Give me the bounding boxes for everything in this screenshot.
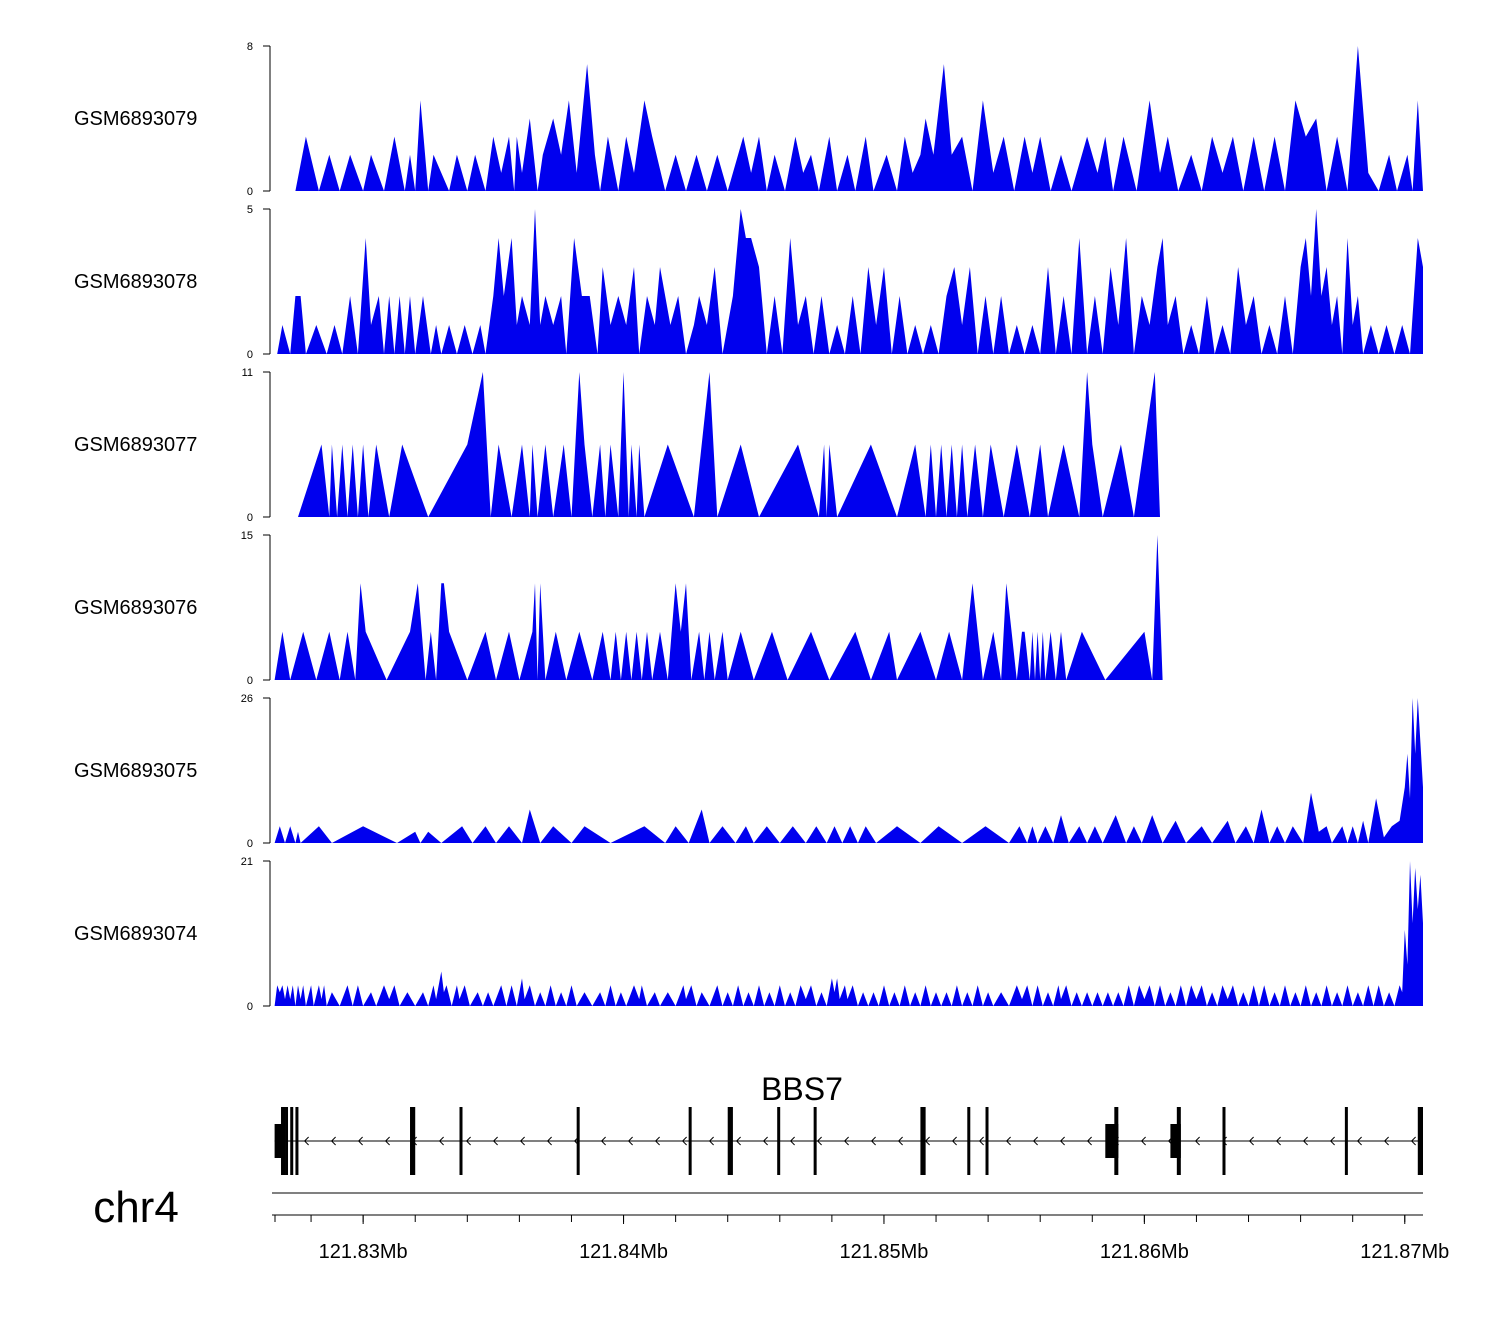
- y-min-label: 0: [247, 675, 253, 687]
- chromosome-label: chr4: [93, 1183, 179, 1232]
- strand-arrow: [1140, 1136, 1146, 1146]
- track-GSM6893076: GSM6893076 15 0: [74, 530, 1163, 687]
- gene-exon: [290, 1107, 294, 1175]
- gene-exon: [459, 1107, 463, 1175]
- gene-exon: [1222, 1107, 1226, 1175]
- track-GSM6893077: GSM6893077 11 0: [74, 367, 1160, 524]
- track-GSM6893075: GSM6893075 26 0: [74, 693, 1424, 850]
- strand-arrow: [1383, 1136, 1389, 1146]
- x-tick-label: 121.87Mb: [1360, 1241, 1449, 1263]
- gene-exon: [1417, 1107, 1423, 1175]
- strand-arrow: [870, 1136, 876, 1146]
- strand-arrow: [600, 1136, 606, 1146]
- track-label: GSM6893077: [74, 434, 197, 456]
- gene-exon: [777, 1107, 781, 1175]
- gene-exon: [274, 1124, 286, 1158]
- strand-arrow: [1032, 1136, 1038, 1146]
- gene-exon: [1170, 1124, 1181, 1158]
- gene-exon: [813, 1107, 817, 1175]
- strand-arrow: [762, 1136, 768, 1146]
- gene-exon: [576, 1107, 580, 1175]
- strand-arrow: [897, 1136, 903, 1146]
- y-max-label: 5: [247, 204, 253, 216]
- strand-arrow: [357, 1136, 363, 1146]
- y-max-label: 15: [241, 530, 253, 542]
- strand-arrow: [1302, 1136, 1308, 1146]
- y-min-label: 0: [247, 186, 253, 198]
- track-label: GSM6893078: [74, 271, 197, 293]
- strand-arrow: [843, 1136, 849, 1146]
- track-GSM6893079: GSM6893079 8 0: [74, 41, 1423, 198]
- gene-exon: [985, 1107, 989, 1175]
- strand-arrow: [681, 1136, 687, 1146]
- signal-area: [295, 46, 1423, 191]
- strand-arrow: [384, 1136, 390, 1146]
- strand-arrow: [546, 1136, 552, 1146]
- strand-arrow: [789, 1136, 795, 1146]
- gene-exon-cds: [281, 1107, 286, 1175]
- y-max-label: 21: [241, 856, 253, 868]
- strand-arrow: [1059, 1136, 1065, 1146]
- strand-arrow: [330, 1136, 336, 1146]
- strand-arrow: [978, 1136, 984, 1146]
- strand-arrow: [654, 1136, 660, 1146]
- strand-arrow: [303, 1136, 309, 1146]
- strand-arrow: [951, 1136, 957, 1146]
- x-tick-label: 121.83Mb: [319, 1241, 408, 1263]
- signal-area: [277, 209, 1424, 354]
- track-label: GSM6893074: [74, 923, 197, 945]
- signal-area: [274, 535, 1163, 680]
- strand-arrow: [1329, 1136, 1335, 1146]
- signal-area: [274, 861, 1424, 1006]
- y-max-label: 8: [247, 41, 253, 53]
- x-tick-label: 121.84Mb: [579, 1241, 668, 1263]
- strand-arrow: [1248, 1136, 1254, 1146]
- genome-axis: chr4 121.83Mb 121.84Mb 121.85Mb 121.86Mb 121…: [93, 1183, 1449, 1263]
- gene-exon: [920, 1107, 926, 1175]
- signal-area: [274, 698, 1424, 843]
- y-max-label: 11: [242, 367, 253, 379]
- strand-arrow: [1005, 1136, 1011, 1146]
- strand-arrow: [438, 1136, 444, 1146]
- x-tick-label: 121.85Mb: [839, 1241, 928, 1263]
- gene-exon: [727, 1107, 733, 1175]
- signal-area: [298, 372, 1160, 517]
- gene-exon: [1344, 1107, 1348, 1175]
- track-label: GSM6893079: [74, 108, 197, 130]
- strand-arrow: [465, 1136, 471, 1146]
- gene-exon: [688, 1107, 692, 1175]
- y-min-label: 0: [247, 838, 253, 850]
- strand-arrow: [708, 1136, 714, 1146]
- gene-exon-cds: [1176, 1107, 1181, 1175]
- gene-label: BBS7: [761, 1071, 843, 1107]
- strand-arrow: [1275, 1136, 1281, 1146]
- gene-exon-cds: [1114, 1107, 1119, 1175]
- strand-arrow: [627, 1136, 633, 1146]
- strand-arrow: [492, 1136, 498, 1146]
- y-min-label: 0: [247, 512, 253, 524]
- gene-track: BBS7: [274, 1071, 1423, 1175]
- gene-exon: [967, 1107, 971, 1175]
- strand-arrow: [519, 1136, 525, 1146]
- strand-arrow: [1356, 1136, 1362, 1146]
- track-GSM6893074: GSM6893074 21 0: [74, 856, 1424, 1013]
- strand-arrow: [1410, 1136, 1416, 1146]
- y-max-label: 26: [241, 693, 253, 705]
- strand-arrow: [1086, 1136, 1092, 1146]
- y-min-label: 0: [247, 349, 253, 361]
- signal-tracks: GSM689307980GSM689307850GSM6893077110GSM…: [74, 41, 1424, 1013]
- strand-arrow: [816, 1136, 822, 1146]
- y-min-label: 0: [247, 1001, 253, 1013]
- x-tick-label: 121.86Mb: [1100, 1241, 1189, 1263]
- strand-arrow: [1194, 1136, 1200, 1146]
- track-GSM6893078: GSM6893078 5 0: [74, 204, 1424, 361]
- track-label: GSM6893076: [74, 597, 197, 619]
- track-label: GSM6893075: [74, 760, 197, 782]
- gene-exon: [285, 1107, 289, 1175]
- gene-exon: [295, 1107, 299, 1175]
- gene-exon: [410, 1107, 416, 1175]
- strand-arrow: [735, 1136, 741, 1146]
